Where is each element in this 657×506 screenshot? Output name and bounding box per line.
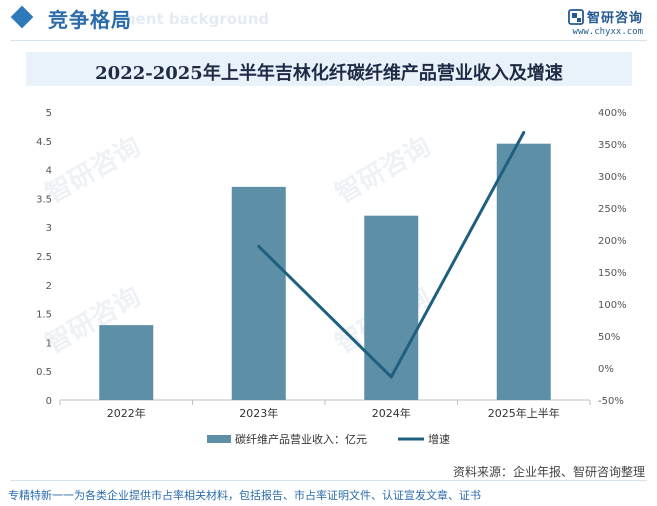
left-axis-tick-label: 4 [46, 166, 52, 177]
right-axis-tick-label: 50% [598, 332, 620, 343]
brand-logo: 智研咨询 [568, 6, 643, 26]
footer-divider [10, 480, 647, 481]
right-axis-tick-label: 200% [598, 236, 627, 247]
right-axis-tick-label: 300% [598, 172, 627, 183]
source-note: 资料来源：企业年报、智研咨询整理 [452, 465, 645, 479]
chart-title-bar: 2022-2025年上半年吉林化纤碳纤维产品营业收入及增速 [26, 52, 632, 86]
bar [496, 143, 551, 400]
page-header: ment background 竞争格局 智研咨询 www.chyxx.com [0, 0, 657, 40]
right-axis-tick-label: 400% [598, 108, 627, 119]
chart-title: 2022-2025年上半年吉林化纤碳纤维产品营业收入及增速 [95, 63, 563, 84]
left-axis-tick-label: 1 [46, 338, 52, 349]
right-axis-tick-label: 150% [598, 268, 627, 279]
legend-line-label: 增速 [428, 432, 450, 446]
category-label: 2022年 [107, 406, 146, 420]
brand-logo-icon [568, 8, 584, 25]
left-axis-tick-label: 2 [46, 281, 52, 292]
growth-point [389, 375, 393, 379]
right-axis-tick-label: -50% [598, 396, 624, 407]
left-axis-tick-label: 4.5 [36, 137, 52, 148]
brand-url: www.chyxx.com [572, 27, 643, 37]
category-label: 2024年 [372, 406, 411, 420]
category-label: 2025年上半年 [488, 406, 560, 420]
page-title: 竞争格局 [48, 8, 132, 32]
right-axis-tick-label: 350% [598, 140, 627, 151]
left-axis-tick-label: 2.5 [36, 252, 52, 263]
footer-text: 专精特新一一为各类企业提供市占率相关材料，包括报告、市占率证明文件、认证宣发文章… [8, 489, 481, 502]
header-divider [10, 40, 647, 41]
growth-point [522, 130, 526, 134]
left-axis-tick-label: 3.5 [36, 194, 52, 205]
growth-point [257, 244, 261, 248]
legend-bar-label: 碳纤维产品营业收入：亿元 [235, 432, 367, 446]
left-axis-tick-label: 5 [46, 108, 52, 119]
right-axis-tick-label: 100% [598, 300, 627, 311]
bar [364, 215, 419, 400]
left-axis-tick-label: 1.5 [36, 310, 52, 321]
right-axis-tick-label: 0% [598, 364, 614, 375]
left-axis-tick-label: 0.5 [36, 367, 52, 378]
right-axis-tick-label: 250% [598, 204, 627, 215]
bar [99, 325, 154, 400]
category-label: 2023年 [239, 406, 278, 420]
bar [231, 186, 286, 400]
legend-bar-swatch [207, 435, 231, 443]
left-axis-tick-label: 3 [46, 223, 52, 234]
header-watermark: ment background [120, 10, 270, 28]
brand-name: 智研咨询 [586, 11, 643, 26]
left-axis-tick-label: 0 [46, 396, 52, 407]
